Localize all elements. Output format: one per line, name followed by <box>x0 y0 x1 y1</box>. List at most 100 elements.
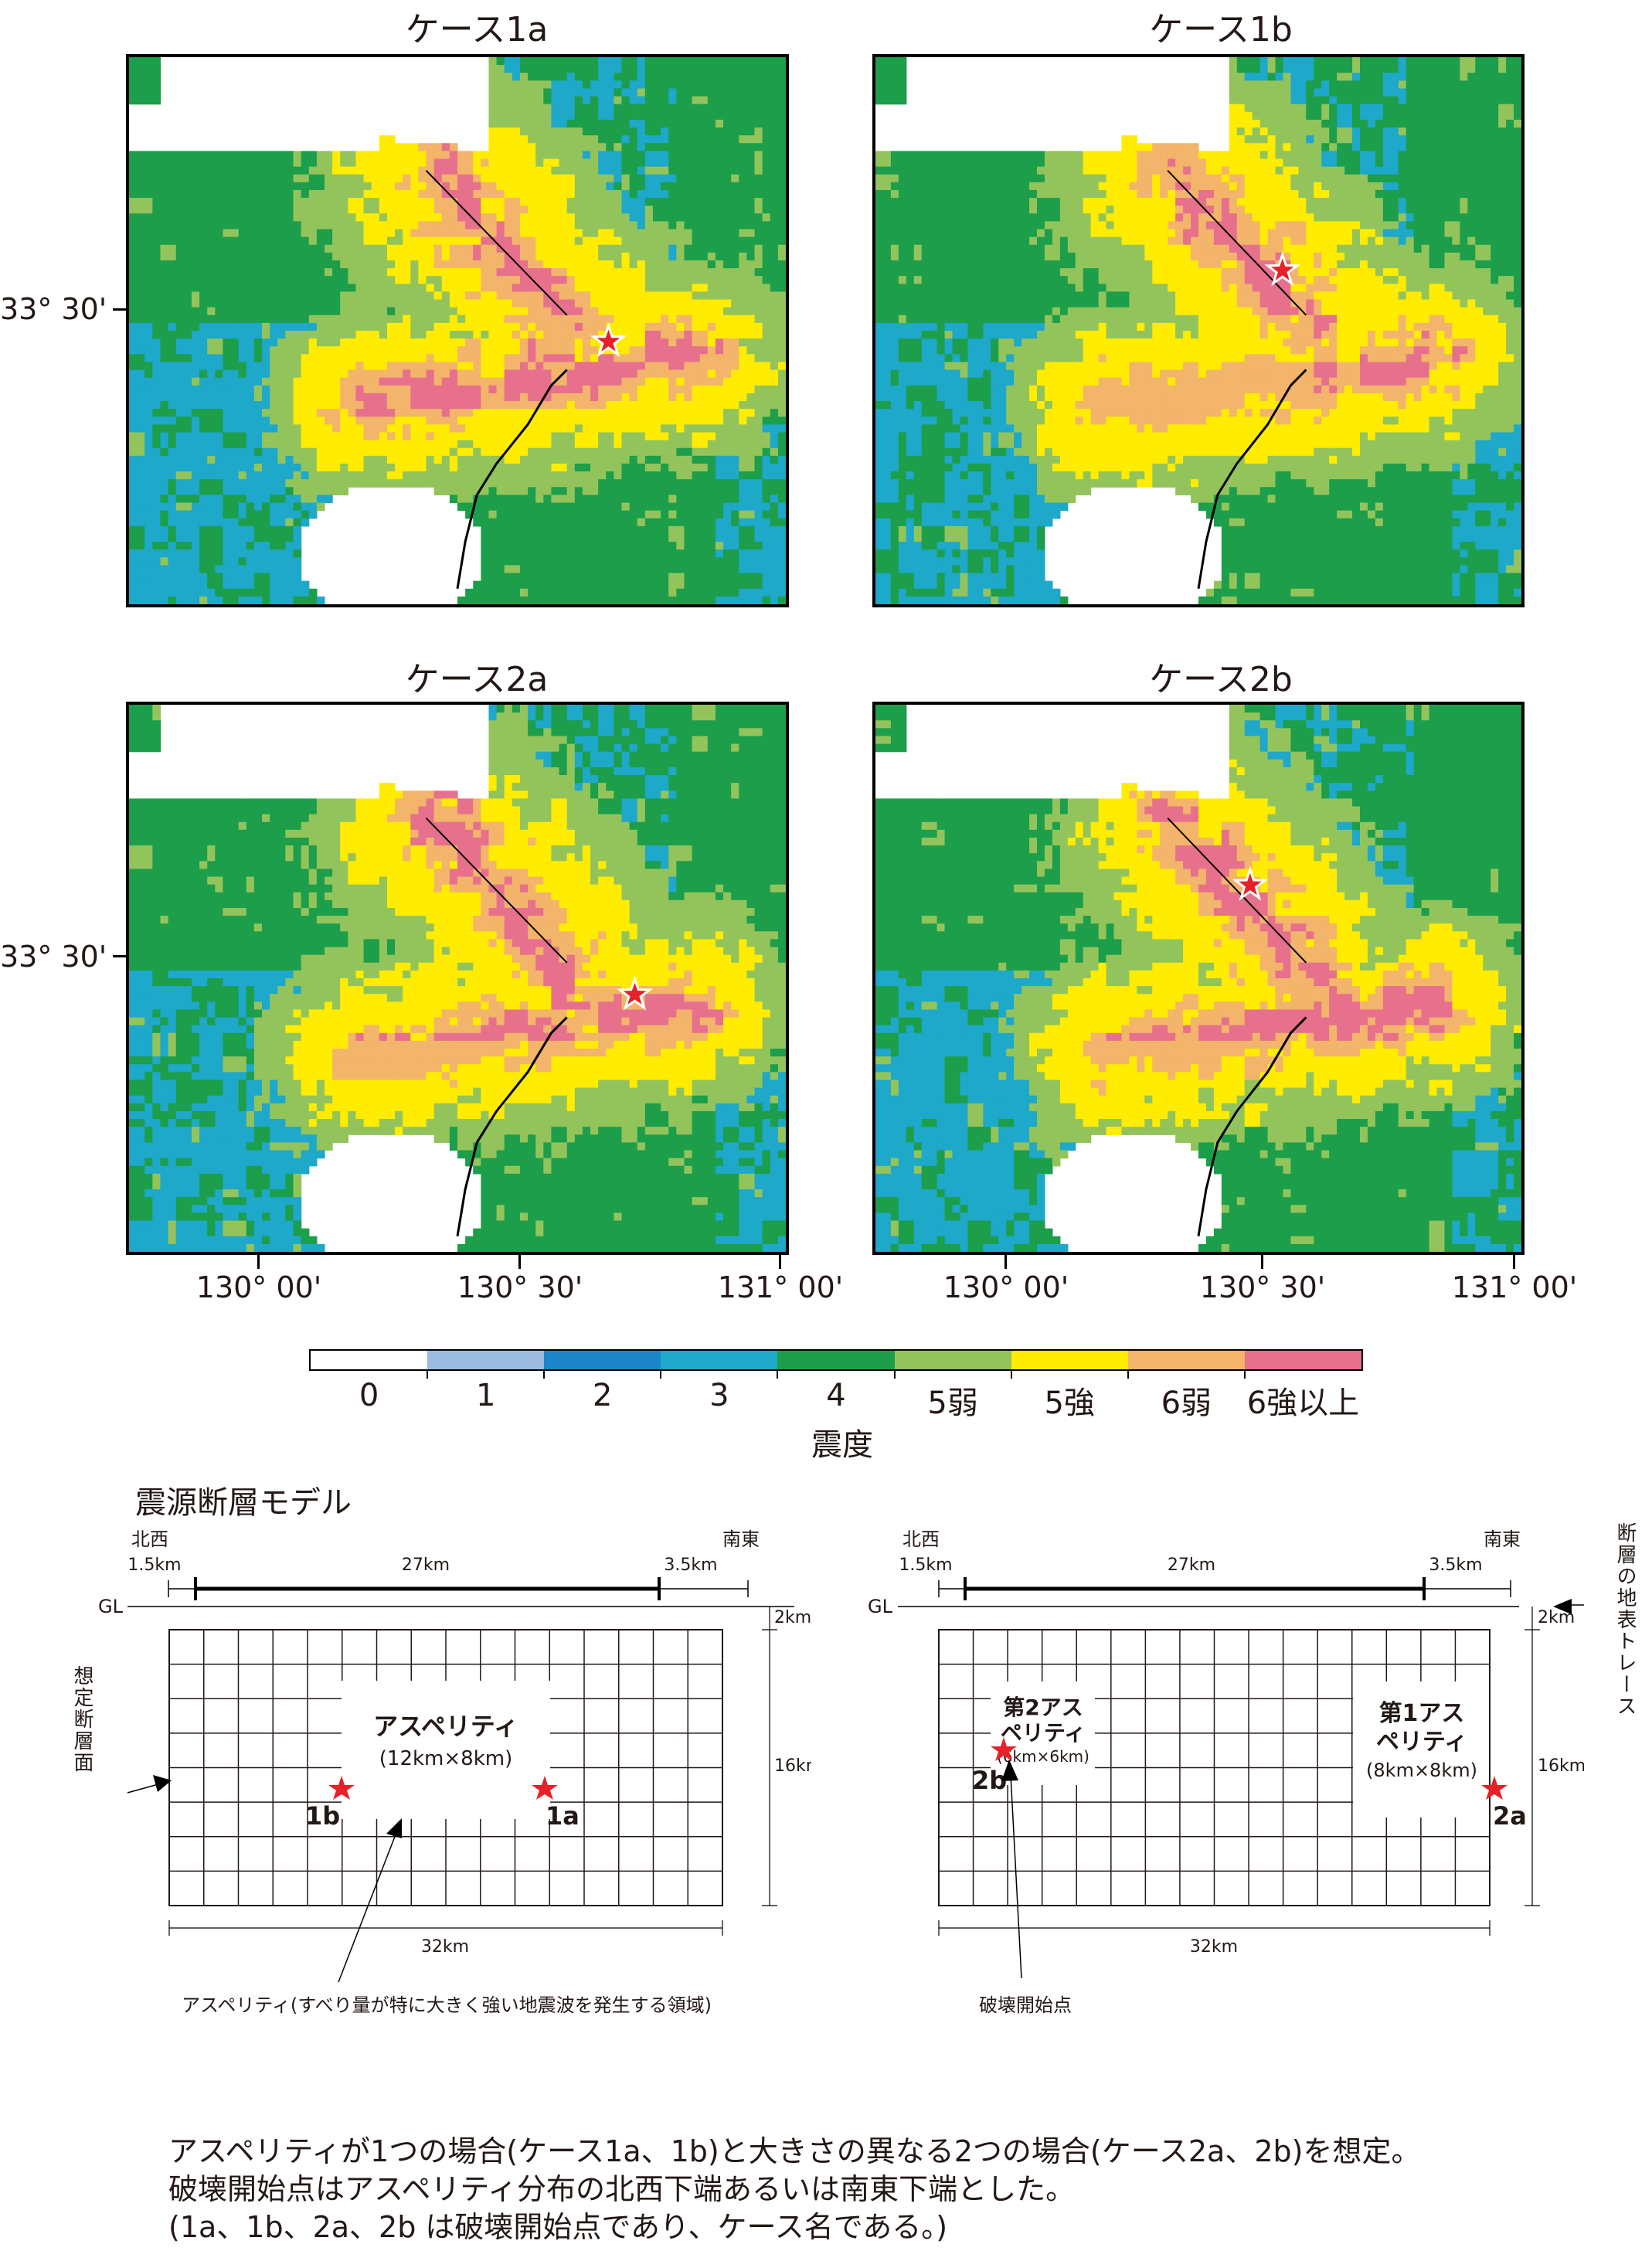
legend-swatch <box>1244 1351 1361 1369</box>
start-label-1b: 1b <box>305 1801 340 1831</box>
intensity-raster <box>129 705 786 1252</box>
fault-trace-label: 断層の地表トレース <box>1611 1522 1640 1717</box>
lat-tick-top <box>113 308 126 311</box>
legend-swatch <box>544 1351 661 1369</box>
legend-label: 5弱 <box>895 1378 1011 1423</box>
epicenter-star <box>616 975 654 1011</box>
asp2-title-1: 第2アス <box>1003 1695 1083 1720</box>
gl-label: GL <box>868 1596 893 1617</box>
lat-tick-bottom <box>113 955 126 957</box>
lon-label-left-130-00: 130° 00' <box>174 1270 344 1304</box>
start-label-2b: 2b <box>972 1766 1007 1795</box>
legend-label: 3 <box>661 1378 777 1413</box>
asperity-title: アスペリティ <box>373 1712 518 1741</box>
se-label: 南東 <box>1484 1528 1521 1550</box>
rupture-start-star-2b <box>991 1737 1017 1761</box>
legend-label: 6弱 <box>1128 1378 1245 1423</box>
legend-tick <box>893 1369 896 1379</box>
fault-trace-line <box>425 817 568 964</box>
map-title-1b: ケース1b <box>1066 2 1375 51</box>
legend-label: 5強 <box>1011 1378 1128 1423</box>
depth-label: 16km <box>1538 1756 1584 1776</box>
asp1-size: (8km×8km) <box>1366 1760 1477 1781</box>
rupture-start-label: 破壊開始点 <box>979 1994 1072 2016</box>
lon-label-right-130-30: 130° 30' <box>1178 1270 1348 1304</box>
legend-tick <box>427 1369 429 1379</box>
seg2-label: 27km <box>1168 1556 1215 1575</box>
lon-label-left-130-30: 130° 30' <box>435 1270 605 1304</box>
legend-label: 4 <box>777 1378 894 1413</box>
intensity-legend-bar <box>309 1349 1363 1371</box>
lon-tick <box>1261 1255 1263 1269</box>
legend-swatch <box>777 1351 895 1369</box>
legend-label: 0 <box>311 1378 427 1413</box>
lon-label-right-130-00: 130° 00' <box>921 1270 1091 1304</box>
seg1-label: 1.5km <box>127 1556 181 1575</box>
asperity-note: アスペリティ(すべり量が特に大きく強い地震波を発生する領域) <box>182 1994 712 2016</box>
intensity-map-1b <box>872 54 1525 607</box>
lon-tick <box>257 1255 260 1269</box>
epicenter-star <box>590 322 627 358</box>
caption-line-3: (1a、1b、2a、2b は破壊開始点であり、ケース名である。) <box>168 2208 1420 2246</box>
model-section-title: 震源断層モデル <box>135 1477 352 1522</box>
nw-label: 北西 <box>131 1528 168 1550</box>
depth-top-label: 2km <box>774 1608 811 1627</box>
lon-label-right-131-00: 131° 00' <box>1429 1270 1599 1304</box>
legend-title: 震度 <box>811 1420 873 1464</box>
legend-label: 1 <box>427 1378 544 1413</box>
start-label-1a: 1a <box>546 1801 580 1831</box>
fault-plane-label: 想定断層面 <box>68 1665 97 1773</box>
legend-label: 6強以上 <box>1245 1378 1361 1423</box>
rupture-start-star-2a <box>1481 1776 1508 1800</box>
intensity-map-2b <box>872 702 1525 1255</box>
intensity-map-2a <box>126 702 789 1255</box>
fault-trace-line <box>425 169 568 316</box>
epicenter-star <box>1264 251 1300 287</box>
intensity-raster <box>875 705 1521 1252</box>
width-label: 32km <box>1190 1937 1238 1957</box>
river-line <box>456 369 568 590</box>
depth-label: 16km <box>774 1756 811 1776</box>
legend-swatch <box>427 1351 545 1369</box>
seg3-label: 3.5km <box>1429 1556 1482 1575</box>
lon-tick <box>1004 1255 1007 1269</box>
lat-label-bottom: 33° 30' <box>0 940 107 974</box>
width-label: 32km <box>421 1937 469 1957</box>
asp2-size: (6km×6km) <box>997 1747 1089 1766</box>
lon-label-left-131-00: 131° 00' <box>695 1270 865 1304</box>
caption-line-2: 破壊開始点はアスペリティ分布の北西下端あるいは南東下端とした。 <box>168 2171 1420 2208</box>
lon-tick <box>1513 1255 1515 1269</box>
lat-label-top: 33° 30' <box>0 292 107 326</box>
lon-tick <box>779 1255 781 1269</box>
lon-tick <box>518 1255 521 1269</box>
rupture-start-star-1a <box>532 1776 558 1800</box>
legend-tick <box>1127 1369 1129 1379</box>
map-title-2b: ケース2b <box>1066 651 1375 701</box>
legend-tick <box>777 1369 779 1379</box>
intensity-raster <box>129 57 786 604</box>
legend-swatch <box>1011 1351 1128 1369</box>
fault-trace-line <box>1167 817 1307 964</box>
seg3-label: 3.5km <box>664 1556 717 1575</box>
map-title-2a: ケース2a <box>322 651 631 701</box>
gl-label: GL <box>98 1596 124 1617</box>
fault-model-left: 北西 南東 1.5km 27km 3.5km GL アスペリティ (12km×8… <box>98 1528 811 2016</box>
asp1-title-2: ペリティ <box>1376 1729 1467 1756</box>
intensity-map-1a <box>126 54 789 607</box>
legend-tick <box>660 1369 662 1379</box>
river-line <box>1197 369 1307 590</box>
legend-swatch <box>1127 1351 1245 1369</box>
legend-tick <box>1243 1369 1246 1379</box>
river-line <box>1197 1016 1307 1237</box>
fault-model-right: 北西 南東 1.5km 27km 3.5km GL 第2アス ペリティ (6km… <box>868 1528 1584 2016</box>
seg1-label: 1.5km <box>899 1556 952 1575</box>
seg2-label: 27km <box>402 1556 450 1575</box>
legend-tick <box>1010 1369 1012 1379</box>
intensity-raster <box>875 57 1521 604</box>
rupture-start-star-1b <box>328 1776 355 1800</box>
map-title-1a: ケース1a <box>322 2 631 51</box>
legend-swatch <box>311 1351 428 1369</box>
asp2-title-2: ペリティ <box>1001 1720 1086 1746</box>
asp1-title-1: 第1アス <box>1379 1700 1465 1727</box>
fault-trace-line <box>1167 169 1307 316</box>
